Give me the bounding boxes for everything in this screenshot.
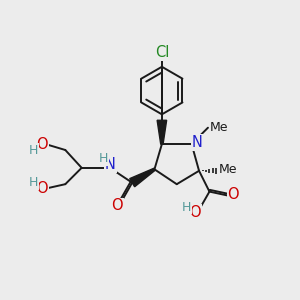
Text: O: O [37,181,48,196]
Text: O: O [112,198,123,213]
Text: H: H [99,152,109,165]
Text: N: N [191,135,203,150]
Text: O: O [189,205,201,220]
Text: Cl: Cl [155,45,169,60]
Text: Me: Me [210,121,229,134]
Polygon shape [157,120,167,144]
Text: O: O [37,137,48,152]
Text: N: N [105,158,116,172]
Polygon shape [130,168,155,187]
Text: O: O [227,187,239,202]
Text: H: H [182,201,191,214]
Text: H: H [29,176,38,189]
Text: Me: Me [219,163,237,176]
Text: H: H [29,144,38,157]
